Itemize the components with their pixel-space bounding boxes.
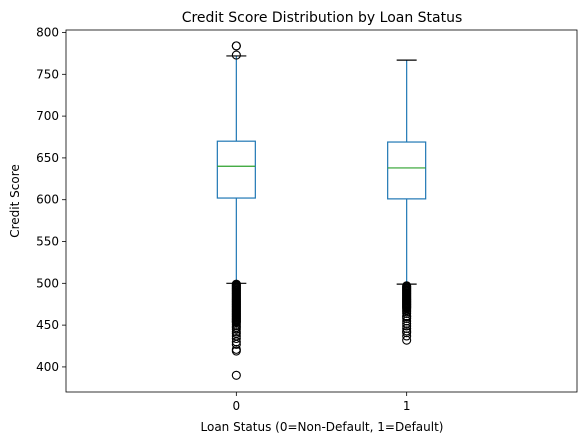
chart-title: Credit Score Distribution by Loan Status <box>182 10 463 26</box>
y-axis-label: Credit Score <box>8 164 22 238</box>
y-tick-label-500: 500 <box>36 276 59 290</box>
y-tick-label-650: 650 <box>36 151 59 165</box>
x-axis-label: Loan Status (0=Non-Default, 1=Default) <box>201 420 444 434</box>
y-tick-label-550: 550 <box>36 235 59 249</box>
plot-area: 400 450 500 550 600 650 700 750 800 0 1 <box>36 26 577 413</box>
plot-frame <box>66 30 577 392</box>
x-tick-label-0: 0 <box>233 399 241 413</box>
y-tick-label-700: 700 <box>36 109 59 123</box>
y-tick-label-750: 750 <box>36 67 59 81</box>
y-tick-label-800: 800 <box>36 26 59 40</box>
box-0-flier <box>232 42 240 50</box>
x-tick-label-1: 1 <box>403 399 411 413</box>
box-1-iqr-box <box>388 142 426 199</box>
y-tick-label-600: 600 <box>36 193 59 207</box>
y-tick-label-450: 450 <box>36 318 59 332</box>
box-0-iqr-box <box>217 141 255 198</box>
box-0-flier <box>232 371 240 379</box>
y-tick-label-400: 400 <box>36 360 59 374</box>
